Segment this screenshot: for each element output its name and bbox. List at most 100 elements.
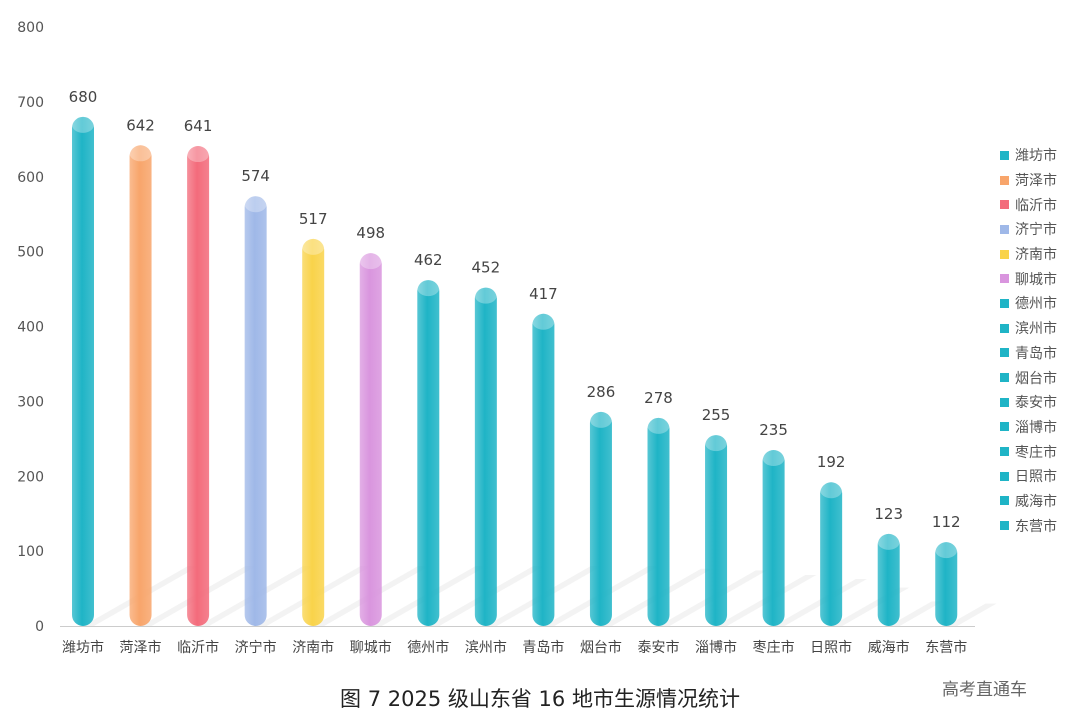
bar-cap (877, 533, 900, 550)
bar (129, 145, 152, 627)
bar-cap (129, 145, 152, 162)
legend-label: 青岛市 (1015, 345, 1057, 362)
bar (187, 146, 210, 626)
y-tick-label: 700 (17, 95, 44, 111)
bar-cap (820, 482, 843, 499)
y-tick-label: 500 (17, 245, 44, 261)
legend-item[interactable]: 烟台市 (1000, 365, 1057, 390)
bar-cap (244, 196, 267, 213)
bar (647, 417, 670, 626)
x-tick-label: 东营市 (925, 639, 967, 656)
legend-item[interactable]: 泰安市 (1000, 390, 1057, 415)
legend-label: 济宁市 (1015, 222, 1057, 239)
bar (935, 542, 958, 626)
x-tick-label: 烟台市 (580, 639, 622, 656)
legend-label: 济南市 (1015, 247, 1057, 264)
data-label: 286 (587, 383, 616, 401)
bar-cap (302, 238, 325, 255)
y-tick-label: 800 (17, 20, 44, 36)
x-tick-label: 威海市 (868, 639, 910, 656)
chart-title: 图 7 2025 级山东省 16 地市生源情况统计 (340, 687, 740, 711)
watermark: 高考直通车 (942, 680, 1027, 700)
bar (474, 287, 497, 626)
x-tick-label: 青岛市 (522, 639, 564, 656)
bar (705, 435, 728, 626)
data-label: 680 (69, 88, 98, 106)
legend-label: 烟台市 (1015, 370, 1057, 387)
bar-cap (72, 116, 94, 133)
legend-label: 德州市 (1015, 296, 1057, 313)
legend-item[interactable]: 菏泽市 (1000, 168, 1057, 193)
bar-cap (474, 287, 497, 304)
data-label: 462 (414, 251, 443, 269)
legend-item[interactable]: 潍坊市 (1000, 143, 1057, 168)
legend-label: 日照市 (1015, 469, 1057, 486)
legend-label: 淄博市 (1015, 419, 1057, 436)
legend-swatch (1000, 323, 1009, 333)
legend-swatch (1000, 224, 1009, 234)
legend-item[interactable]: 枣庄市 (1000, 439, 1057, 464)
bar-cap (589, 411, 612, 428)
legend-label: 潍坊市 (1015, 148, 1057, 165)
legend-swatch (1000, 298, 1009, 308)
legend-label: 泰安市 (1015, 395, 1057, 412)
bar (417, 280, 440, 626)
bar-cap (705, 435, 728, 452)
legend-item[interactable]: 日照市 (1000, 464, 1057, 489)
x-tick-label: 潍坊市 (62, 639, 104, 656)
legend-swatch (1000, 496, 1009, 506)
legend-item[interactable]: 青岛市 (1000, 341, 1057, 366)
legend-swatch (1000, 249, 1009, 259)
legend-label: 临沂市 (1015, 197, 1057, 214)
x-tick-label: 泰安市 (638, 639, 680, 656)
x-tick-label: 济宁市 (235, 639, 277, 656)
legend-item[interactable]: 济宁市 (1000, 217, 1057, 242)
x-tick-label: 日照市 (810, 639, 852, 656)
data-label: 112 (932, 513, 961, 531)
legend-swatch (1000, 521, 1009, 531)
x-tick-label: 淄博市 (695, 639, 737, 656)
legend-item[interactable]: 淄博市 (1000, 415, 1057, 440)
legend-label: 滨州市 (1015, 321, 1057, 338)
legend-label: 威海市 (1015, 493, 1057, 510)
legend-swatch (1000, 150, 1009, 160)
legend-swatch (1000, 397, 1009, 407)
y-tick-label: 100 (17, 544, 44, 560)
legend-item[interactable]: 威海市 (1000, 489, 1057, 514)
data-label: 123 (874, 505, 903, 523)
bar-cap (532, 313, 555, 330)
bar (359, 253, 382, 626)
bar-shadow (946, 603, 997, 626)
legend-swatch (1000, 274, 1009, 284)
y-tick-label: 0 (35, 619, 44, 635)
legend-swatch (1000, 373, 1009, 383)
legend-swatch (1000, 447, 1009, 457)
legend-item[interactable]: 滨州市 (1000, 316, 1057, 341)
legend-item[interactable]: 临沂市 (1000, 192, 1057, 217)
data-label: 255 (702, 406, 731, 424)
bar-cap (359, 253, 382, 270)
data-label: 192 (817, 453, 846, 471)
bar (589, 411, 612, 626)
legend-item[interactable]: 东营市 (1000, 513, 1057, 538)
bar (72, 116, 94, 626)
legend-item[interactable]: 济南市 (1000, 242, 1057, 267)
legend-swatch (1000, 471, 1009, 481)
legend-label: 东营市 (1015, 518, 1057, 535)
legend-item[interactable]: 聊城市 (1000, 266, 1057, 291)
data-label: 498 (356, 224, 385, 242)
legend: 潍坊市菏泽市临沂市济宁市济南市聊城市德州市滨州市青岛市烟台市泰安市淄博市枣庄市日… (1000, 143, 1057, 538)
y-tick-label: 400 (17, 320, 44, 336)
bar-cap (935, 542, 958, 559)
data-label: 642 (126, 116, 155, 134)
bar (244, 196, 267, 626)
legend-item[interactable]: 德州市 (1000, 291, 1057, 316)
data-label: 452 (472, 259, 501, 277)
x-tick-label: 德州市 (407, 639, 449, 656)
bar (820, 482, 843, 626)
bar (302, 238, 325, 627)
legend-label: 聊城市 (1015, 271, 1057, 288)
legend-swatch (1000, 422, 1009, 432)
data-label: 641 (184, 117, 213, 135)
